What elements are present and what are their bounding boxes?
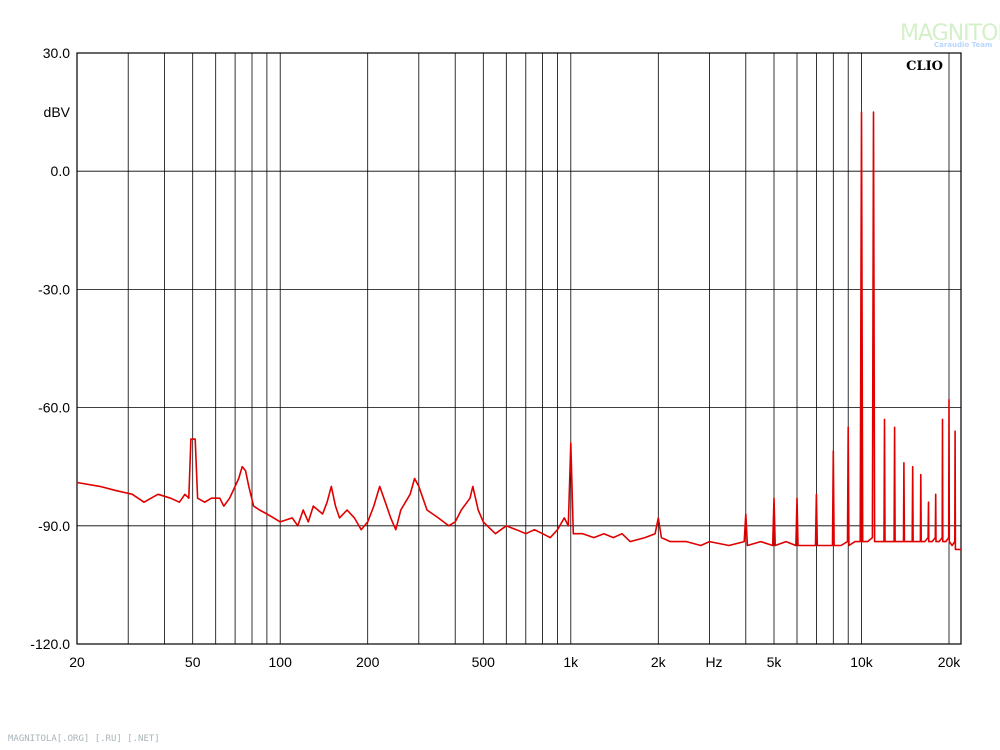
watermark-footer: MAGNITOLA[.ORG] [.RU] [.NET] [8,734,160,744]
x-gridlines [127,53,950,644]
x-tick-label: 5k [767,654,783,670]
x-tick-label: 2k [651,654,667,670]
y-axis-label: dBV [44,104,71,120]
y-tick-label: 0.0 [51,163,71,179]
y-tick-label: -120.0 [30,636,70,652]
plot-frame [76,52,962,645]
x-tick-label: 20 [69,654,85,670]
plot-background [77,53,961,644]
x-tick-label: 1k [563,654,579,670]
y-tick-labels: 30.0 0.0 -30.0 -60.0 -90.0 -120.0 [30,45,70,652]
x-tick-label: 200 [356,654,380,670]
x-tick-label: 500 [472,654,496,670]
x-tick-label: 50 [185,654,201,670]
x-tick-label: 100 [269,654,293,670]
y-tick-label: -30.0 [38,281,70,297]
trace-group [76,111,961,551]
x-axis-label: Hz [705,654,722,670]
y-tick-label: -60.0 [38,400,70,416]
watermark-subtitle: Caraudio Team [934,41,992,49]
clio-brand-label: CLIO [906,59,943,74]
x-tick-labels: 20 50 100 200 500 1k 2k 5k 10k 20k [69,654,961,670]
spectrum-trace [76,111,961,551]
y-tick-label: -90.0 [38,518,70,534]
x-tick-label: 20k [938,654,962,670]
watermark-logo: MAGNITOLA [900,21,1000,46]
x-tick-label: 10k [850,654,874,670]
y-tick-label: 30.0 [43,45,70,61]
